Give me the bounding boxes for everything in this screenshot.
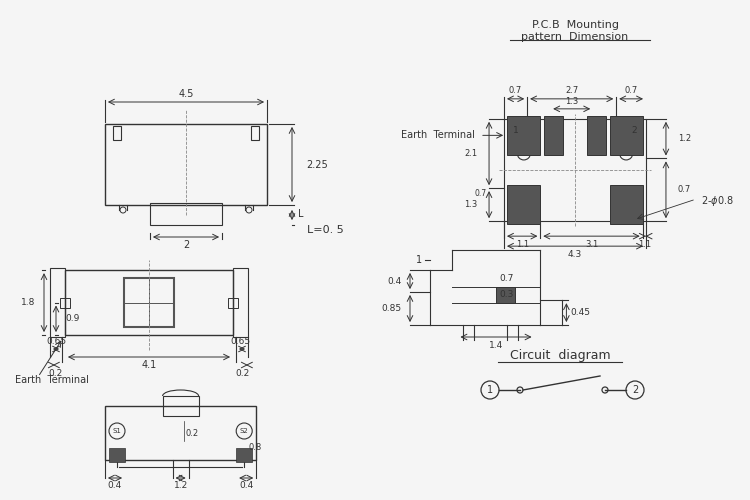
Text: Earth  Terminal: Earth Terminal (15, 375, 88, 385)
Text: 4.3: 4.3 (568, 250, 582, 258)
Bar (65, 270, 233, 335)
Bar (496, 286, 515, 303)
Text: 1: 1 (513, 126, 519, 135)
Bar (507, 185, 540, 224)
Bar (124, 278, 174, 327)
Bar (105, 406, 256, 460)
Text: 2.25: 2.25 (306, 160, 328, 170)
Bar (544, 116, 563, 155)
Text: 0.2: 0.2 (236, 368, 250, 378)
Text: 2: 2 (632, 385, 638, 395)
Text: 0.9: 0.9 (65, 314, 80, 324)
Text: 0.2: 0.2 (48, 368, 62, 378)
Text: 0.65: 0.65 (230, 336, 251, 345)
Bar (113, 126, 121, 140)
Text: 2-$\phi$0.8: 2-$\phi$0.8 (701, 194, 734, 208)
Text: 2.7: 2.7 (565, 86, 578, 96)
Text: 0.3: 0.3 (500, 290, 514, 299)
Bar (109, 448, 125, 462)
Text: 1.2: 1.2 (173, 482, 188, 490)
Text: 0.7: 0.7 (625, 86, 638, 96)
Text: 0.45: 0.45 (570, 308, 590, 318)
Bar (233, 268, 248, 337)
Text: 1.1: 1.1 (516, 240, 529, 248)
Bar (236, 448, 252, 462)
Text: 0.65: 0.65 (46, 336, 67, 345)
Text: 1.4: 1.4 (489, 340, 503, 349)
Text: 0.8: 0.8 (248, 444, 262, 452)
Bar (60, 298, 70, 308)
Bar (150, 203, 222, 225)
Text: S1: S1 (112, 428, 122, 434)
Bar (163, 396, 199, 416)
Text: 0.4: 0.4 (388, 276, 402, 285)
Text: L: L (298, 209, 304, 219)
Text: 1.3: 1.3 (464, 200, 477, 209)
Bar (504, 119, 646, 221)
Text: 0.7: 0.7 (500, 274, 514, 283)
Bar (251, 126, 259, 140)
Text: P.C.B  Mounting
pattern  Dimension: P.C.B Mounting pattern Dimension (521, 20, 628, 42)
Text: 4.1: 4.1 (141, 360, 157, 370)
Text: 0.4: 0.4 (239, 482, 254, 490)
Text: 1.3: 1.3 (565, 98, 578, 106)
Bar (228, 298, 238, 308)
Text: 1: 1 (487, 385, 493, 395)
Text: 0.85: 0.85 (382, 304, 402, 313)
Bar (50, 268, 65, 337)
Text: 0.4: 0.4 (108, 482, 122, 490)
Text: 1.2: 1.2 (678, 134, 691, 143)
Text: 2: 2 (632, 126, 637, 135)
Text: 4.5: 4.5 (178, 89, 194, 99)
Bar (610, 116, 643, 155)
Text: 0.7: 0.7 (509, 86, 522, 96)
Text: 1.8: 1.8 (21, 298, 35, 307)
Text: Circuit  diagram: Circuit diagram (510, 348, 610, 362)
Text: 3.1: 3.1 (585, 240, 598, 248)
Text: 0.7: 0.7 (475, 188, 487, 198)
Bar (507, 116, 540, 155)
Text: 0.7: 0.7 (678, 186, 692, 194)
Text: 1.1: 1.1 (638, 240, 651, 248)
Text: 0.2: 0.2 (185, 428, 199, 438)
Text: 2.1: 2.1 (464, 149, 477, 158)
Bar (586, 116, 606, 155)
Text: 1: 1 (416, 255, 422, 265)
Text: 2: 2 (183, 240, 189, 250)
Text: L=0. 5: L=0. 5 (307, 225, 344, 235)
Bar (610, 185, 643, 224)
Bar (105, 124, 267, 205)
Text: S2: S2 (240, 428, 248, 434)
Text: Earth  Terminal: Earth Terminal (401, 130, 475, 140)
